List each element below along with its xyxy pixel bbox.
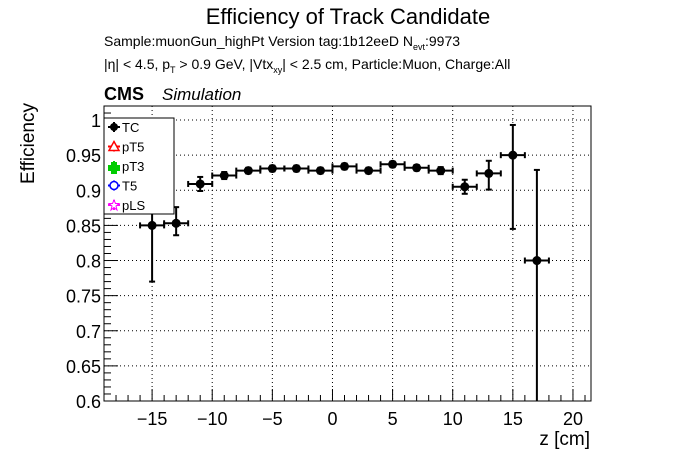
y-tick-label: 0.9 [76, 181, 101, 201]
grid-lines [104, 106, 591, 402]
data-point [235, 166, 262, 176]
data-marker [388, 159, 398, 169]
x-tick-label: −10 [197, 409, 228, 429]
data-marker [484, 168, 494, 178]
x-tick-label: 5 [388, 409, 398, 429]
cuts-eta: |η| < 4.5, p [104, 56, 171, 72]
data-marker [460, 182, 470, 192]
nevt-value: :9973 [425, 33, 461, 49]
data-point [475, 159, 502, 191]
legend-marker [109, 180, 119, 191]
data-marker [267, 164, 277, 174]
legend: TC pT5 pT3 T5 pLS [103, 117, 175, 215]
data-marker [436, 166, 446, 176]
data-point [427, 166, 454, 176]
legend-label: pLS [122, 198, 145, 213]
y-tick-label: 0.75 [66, 287, 101, 307]
legend-entry-pT3: pT3 [108, 159, 144, 174]
data-marker [243, 166, 253, 176]
y-axis-label: Efficiency [18, 103, 39, 184]
legend-entry-T5: T5 [108, 179, 137, 194]
y-tick-label: 0.65 [66, 357, 101, 377]
legend-marker [110, 123, 118, 131]
plot-frame [103, 105, 592, 402]
data-marker [508, 150, 518, 160]
cuts-pt: > 0.9 GeV, |Vtx [175, 56, 274, 72]
y-tick-label: 0.95 [66, 146, 101, 166]
legend-entry-TC: TC [108, 120, 139, 135]
data-point [523, 168, 550, 401]
chart-title: Efficiency of Track Candidate [205, 4, 491, 29]
data-point [187, 175, 214, 192]
data-point [307, 166, 334, 176]
pt-subscript: T [170, 64, 176, 75]
vtx-subscript: xy [273, 64, 283, 75]
data-point [355, 166, 382, 176]
data-marker [339, 161, 349, 171]
data-point [403, 163, 430, 173]
series-TC [139, 123, 550, 401]
legend-label: T5 [122, 179, 137, 194]
data-point [499, 123, 526, 230]
data-marker [195, 179, 205, 189]
x-tick-label: −5 [262, 409, 283, 429]
data-point [379, 159, 406, 169]
sample-info-line: Sample:muonGun_highPt Version tag:1b12ee… [104, 33, 460, 52]
legend-label: pT3 [122, 159, 144, 174]
cuts-rest: | < 2.5 cm, Particle:Muon, Charge:All [282, 56, 511, 72]
legend-label: TC [122, 120, 139, 135]
legend-entry-pT5: pT5 [107, 139, 144, 155]
simulation-label: Simulation [162, 85, 242, 104]
sample-info-text: Sample:muonGun_highPt Version tag:1b12ee… [104, 33, 413, 49]
data-point [451, 178, 478, 195]
data-point [163, 206, 190, 237]
data-marker [315, 166, 325, 176]
y-tick-label: 0.85 [66, 216, 101, 236]
nevt-subscript: evt [412, 41, 425, 52]
data-point [259, 164, 286, 174]
legend-label: pT5 [122, 140, 144, 155]
data-marker [147, 220, 157, 230]
y-tick-label: 0.6 [76, 392, 101, 412]
data-marker [412, 163, 422, 173]
x-axis-label: z [cm] [539, 429, 590, 450]
y-tick-labels: 0.6 0.65 0.7 0.75 0.8 0.85 0.9 0.95 1 [66, 111, 101, 412]
x-tick-label: −15 [137, 409, 168, 429]
data-point [331, 161, 358, 171]
x-tick-label: 20 [563, 409, 583, 429]
data-marker [532, 256, 542, 266]
y-tick-label: 0.7 [76, 322, 101, 342]
data-marker [291, 164, 301, 174]
legend-marker [107, 198, 121, 212]
x-tick-labels: −15 −10 −5 0 5 10 15 20 [137, 409, 583, 429]
cuts-info-line: |η| < 4.5, pT > 0.9 GeV, |Vtxxy| < 2.5 c… [104, 56, 510, 75]
data-marker [364, 166, 374, 176]
data-marker [219, 171, 229, 181]
x-tick-label: 10 [443, 409, 463, 429]
legend-entry-pLS: pLS [107, 198, 145, 213]
data-point [139, 210, 166, 283]
x-tick-label: 15 [503, 409, 523, 429]
data-point [283, 164, 310, 174]
data-point [211, 171, 238, 181]
data-marker [171, 218, 181, 228]
legend-marker [108, 162, 120, 174]
y-tick-label: 1 [91, 111, 101, 131]
cms-label: CMS [104, 84, 144, 104]
legend-marker [107, 139, 121, 152]
x-tick-label: 0 [327, 409, 337, 429]
y-tick-label: 0.8 [76, 252, 101, 272]
